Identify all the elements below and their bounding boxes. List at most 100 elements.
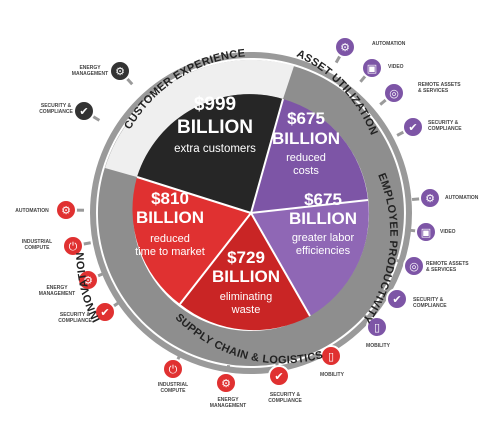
segment-text-asset: $675 BILLION reduced costs [272, 109, 340, 177]
icon-badge [109, 60, 131, 82]
icon-glyph: ✔ [79, 105, 88, 118]
icon-label: AUTOMATION [372, 41, 406, 47]
icon-glyph: ⏻ [69, 240, 78, 253]
segment-text-supply: $729 BILLION eliminating waste [212, 248, 280, 316]
icon-label: AUTOMATION [15, 208, 49, 214]
shield-check-icon: ✔ SECURITY &COMPLIANCE [39, 100, 101, 122]
icon-label: COMPLIANCE [39, 109, 73, 115]
icon-label: MANAGEMENT [210, 403, 246, 409]
segment-text-employee: $675 BILLION greater labor efficiencies [289, 190, 357, 257]
icon-badge [361, 57, 383, 79]
icon-badge [94, 301, 116, 323]
gear-icon: ⚙ AUTOMATION [15, 199, 85, 221]
innovation-unit: BILLION [136, 208, 204, 227]
icon-badge [162, 358, 184, 380]
employee-desc-2: efficiencies [296, 245, 351, 257]
icon-label: REMOTE ASSETS [426, 261, 469, 267]
employee-desc-1: greater labor [292, 232, 355, 244]
icon-label: VIDEO [388, 64, 404, 70]
segment-customer [137, 94, 283, 213]
icon-label: SECURITY & [60, 312, 91, 318]
globe-icon: ◎ REMOTE ASSETS& SERVICES [379, 82, 461, 106]
phone-icon: ▯ MOBILITY [362, 313, 391, 349]
shield-check-icon: ✔ SECURITY &COMPLIANCE [396, 116, 462, 138]
asset-amount: $675 [287, 109, 325, 128]
icon-glyph: ◎ [409, 260, 419, 273]
employee-amount: $675 [304, 190, 342, 209]
icon-label: MANAGEMENT [39, 291, 75, 297]
icon-badge [268, 365, 290, 387]
icon-glyph: ▣ [421, 226, 431, 239]
gear-icon: ⚙ AUTOMATION [334, 36, 406, 64]
icon-label: COMPLIANCE [428, 126, 462, 132]
globe-icon: ◎ REMOTE ASSETS& SERVICES [396, 255, 469, 277]
icon-glyph: ⚙ [83, 274, 93, 287]
innovation-desc-1: reduced [150, 233, 190, 245]
icon-glyph: ⏻ [169, 363, 178, 376]
icon-label: REMOTE ASSETS [418, 82, 461, 88]
icon-glyph: ▯ [374, 321, 380, 334]
supply-unit: BILLION [212, 267, 280, 286]
innovation-amount: $810 [151, 189, 189, 208]
ring-band-customer [105, 59, 294, 178]
icon-badge [386, 288, 408, 310]
asset-desc-1: reduced [286, 152, 326, 164]
icon-label: SECURITY & [413, 297, 444, 303]
icon-label: SECURITY & [428, 120, 459, 126]
segment-text-innovation: $810 BILLION reduced time to market [135, 189, 205, 258]
icon-glyph: ✔ [100, 306, 109, 319]
icon-badge [403, 255, 425, 277]
icon-label: ENERGY [217, 397, 239, 403]
icon-label: ENERGY [46, 285, 68, 291]
icon-label: INDUSTRIAL [22, 239, 52, 245]
segment-employee [251, 200, 369, 316]
asset-desc-2: costs [293, 165, 319, 177]
icon-glyph: ⚙ [61, 204, 71, 217]
supply-amount: $729 [227, 248, 265, 267]
icon-label: ENERGY [79, 65, 101, 71]
icon-label: VIDEO [440, 229, 456, 235]
icon-badge [366, 316, 388, 338]
icon-badge [383, 82, 405, 104]
segment-text-customer: $999 BILLION extra customers [174, 94, 256, 155]
icon-label: MOBILITY [320, 372, 345, 378]
customer-amount: $999 [194, 94, 236, 115]
icon-label: & SERVICES [426, 267, 457, 273]
icon-label: COMPLIANCE [58, 318, 92, 324]
icon-label: COMPUTE [25, 245, 51, 251]
gear-icon: ⚙ AUTOMATION [411, 187, 479, 209]
monitor-icon: ▣ VIDEO [407, 221, 456, 243]
icon-glyph: ⚙ [425, 192, 435, 205]
icon-badge [77, 269, 99, 291]
icon-badge [419, 187, 441, 209]
icon-label: MOBILITY [366, 343, 391, 349]
icon-badge [73, 100, 95, 122]
customer-desc: extra customers [174, 143, 256, 155]
monitor-icon: ▣ VIDEO [359, 57, 404, 83]
icon-label: COMPLIANCE [268, 398, 302, 404]
asset-unit: BILLION [272, 129, 340, 148]
segment-supply [180, 213, 310, 331]
icon-glyph: ⚙ [115, 65, 125, 78]
icon-glyph: ⚙ [340, 41, 350, 54]
icon-label: & SERVICES [418, 88, 449, 94]
shield-check-icon: ✔ SECURITY &COMPLIANCE [58, 300, 121, 324]
segment-innovation [132, 177, 251, 304]
icon-label: SECURITY & [270, 392, 301, 398]
icon-label: COMPLIANCE [413, 303, 447, 309]
icon-badge [402, 116, 424, 138]
icon-badge [55, 199, 77, 221]
icon-glyph: ✔ [392, 293, 401, 306]
icon-badge [415, 221, 437, 243]
icon-label: SECURITY & [41, 103, 72, 109]
shield-check-icon: ✔ SECURITY &COMPLIANCE [380, 288, 447, 310]
icon-glyph: ⚙ [221, 377, 231, 390]
segment-dividers [136, 98, 369, 317]
